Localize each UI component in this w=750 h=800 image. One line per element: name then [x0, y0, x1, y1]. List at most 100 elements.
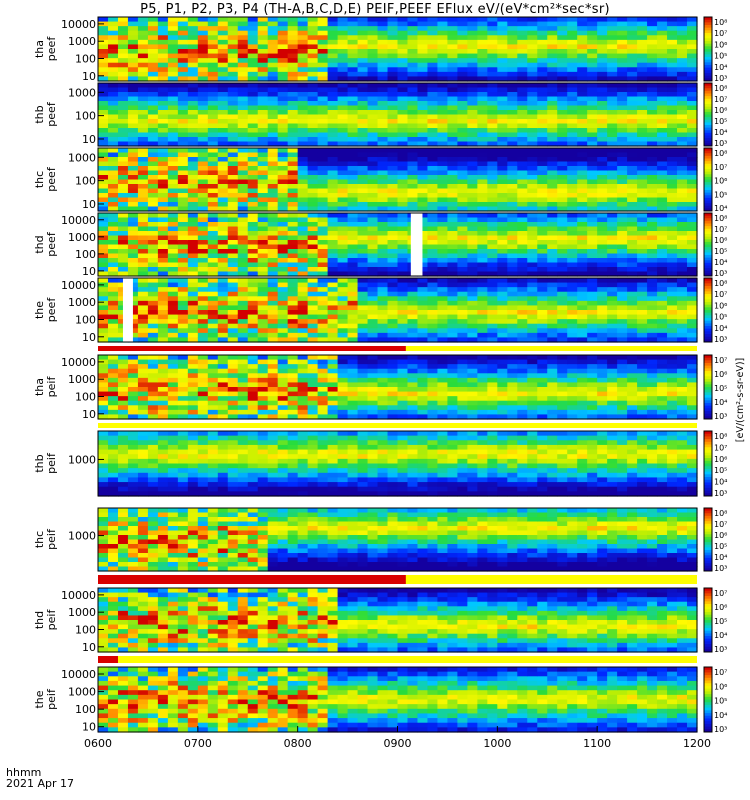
spectrogram-cell — [157, 267, 169, 273]
spectrogram-cell — [297, 391, 309, 397]
spectrogram-cell — [377, 206, 389, 212]
spectrogram-cell — [337, 188, 349, 194]
spectrogram-cell — [137, 166, 149, 172]
spectrogram-cell — [127, 152, 139, 158]
colorbar-tick-label: 10⁴ — [714, 204, 727, 213]
spectrogram-cell — [467, 310, 478, 316]
spectrogram-cell — [407, 188, 419, 194]
spectrogram-cell — [347, 258, 359, 264]
spectrogram-cell — [417, 96, 429, 102]
spectrogram-cell — [477, 49, 488, 55]
spectrogram-cell — [237, 30, 249, 36]
spectrogram-cell — [107, 141, 119, 147]
spectrogram-cell — [287, 123, 299, 129]
spectrogram-cell — [427, 105, 439, 111]
spectrogram-cell — [567, 92, 578, 98]
spectrogram-cell — [547, 235, 558, 241]
spectrogram-cell — [307, 53, 319, 59]
spectrogram-cell — [247, 179, 259, 185]
spectrogram-cell — [327, 249, 339, 255]
spectrogram-cell — [557, 226, 568, 232]
spectrogram-cell — [367, 296, 379, 302]
spectrogram-cell — [517, 337, 528, 343]
spectrogram-cell — [287, 101, 299, 107]
spectrogram-cell — [137, 235, 149, 241]
spectrogram-cell — [687, 213, 698, 219]
spectrogram-cell — [337, 258, 349, 264]
spectrogram-cell — [597, 262, 608, 268]
spectrogram-cell — [407, 170, 419, 176]
spectrogram-cell — [377, 377, 389, 384]
spectrogram-cell — [377, 258, 389, 264]
spectrogram-cell — [367, 188, 379, 194]
spectrogram-cell — [98, 184, 109, 190]
spectrogram-cell — [267, 359, 279, 365]
spectrogram-cell — [657, 76, 668, 82]
spectrogram-cell — [457, 76, 468, 82]
spectrogram-cell — [667, 300, 678, 307]
spectrogram-cell — [247, 141, 259, 147]
spectrogram-cell — [427, 355, 439, 361]
spectrogram-cell — [257, 35, 269, 41]
spectrogram-cell — [157, 364, 169, 370]
spectrogram-cell — [397, 231, 409, 237]
spectrogram-cell — [327, 71, 339, 78]
spectrogram-cell — [447, 359, 458, 365]
spectrogram-cell — [617, 105, 628, 111]
spectrogram-cell — [147, 414, 159, 420]
spectrogram-cell — [437, 101, 449, 107]
spectrogram-cell — [197, 222, 209, 228]
spectrogram-cell — [677, 92, 688, 98]
spectrogram-cell — [647, 319, 658, 325]
spectrogram-cell — [267, 161, 279, 167]
spectrogram-cell — [647, 39, 658, 46]
spectrogram-cell — [357, 157, 369, 163]
spectrogram-cell — [597, 114, 608, 120]
spectrogram-cell — [377, 291, 389, 297]
spectrogram-cell — [537, 170, 548, 176]
spectrogram-cell — [557, 123, 568, 129]
spectrogram-cell — [98, 310, 109, 316]
spectrogram-cell — [607, 96, 618, 102]
spectrogram-cell — [407, 184, 419, 190]
spectrogram-cell — [657, 30, 668, 36]
spectrogram-cell — [327, 197, 339, 203]
spectrogram-cell — [357, 179, 369, 185]
spectrogram-cell — [287, 282, 299, 288]
spectrogram-cell — [487, 249, 498, 255]
spectrogram-cell — [197, 364, 209, 370]
spectrogram-cell — [397, 128, 409, 134]
spectrogram-cell — [517, 231, 528, 237]
spectrogram-cell — [257, 319, 269, 325]
spectrogram-cell — [157, 35, 169, 41]
spectrogram-cell — [437, 310, 449, 316]
spectrogram-cell — [117, 58, 129, 64]
spectrogram-cell — [337, 71, 349, 78]
spectrogram-cell — [667, 197, 678, 203]
spectrogram-cell — [537, 26, 548, 32]
spectrogram-cell — [127, 300, 139, 307]
spectrogram-cell — [597, 271, 608, 277]
spectrogram-cell — [557, 323, 568, 329]
spectrogram-cell — [497, 132, 508, 138]
spectrogram-cell — [287, 262, 299, 268]
spectrogram-cell — [577, 235, 588, 241]
spectrogram-cell — [267, 414, 279, 420]
spectrogram-cell — [327, 305, 339, 311]
spectrogram-cell — [267, 235, 279, 241]
spectrogram-cell — [147, 197, 159, 203]
spectrogram-cell — [377, 110, 389, 116]
spectrogram-cell — [257, 253, 269, 259]
spectrogram-cell — [377, 83, 389, 89]
spectrogram-cell — [237, 92, 249, 98]
spectrogram-cell — [667, 26, 678, 32]
spectrogram-cell — [587, 76, 598, 82]
spectrogram-cell — [337, 166, 349, 172]
spectrogram-cell — [387, 206, 399, 212]
spectrogram-cell — [347, 244, 359, 250]
spectrogram-cell — [377, 137, 389, 143]
spectrogram-cell — [207, 244, 219, 250]
spectrogram-cell — [197, 128, 209, 134]
spectrogram-cell — [507, 148, 518, 154]
spectrogram-cell — [267, 323, 279, 329]
